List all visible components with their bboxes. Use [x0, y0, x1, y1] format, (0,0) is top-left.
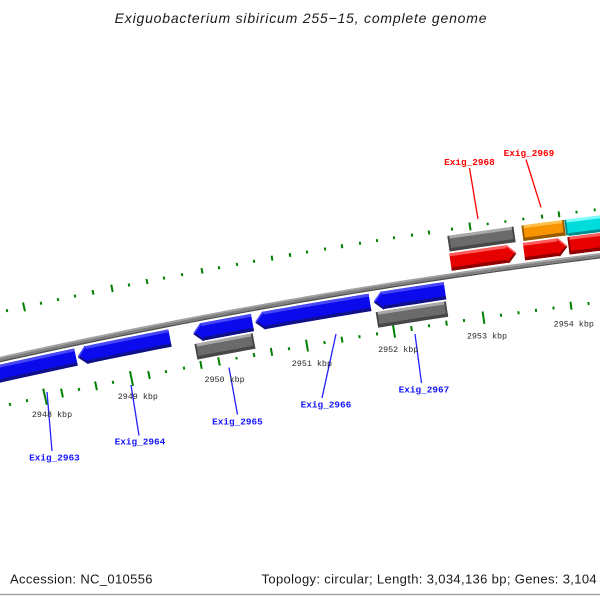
- svg-text:Exig_2966: Exig_2966: [301, 400, 352, 411]
- svg-text:2952 kbp: 2952 kbp: [378, 345, 418, 355]
- svg-text:2953 kbp: 2953 kbp: [467, 332, 507, 342]
- svg-text:Exiguobacterium sibiricum 255−: Exiguobacterium sibiricum 255−15, comple…: [115, 10, 488, 26]
- svg-text:2951 kbp: 2951 kbp: [292, 359, 332, 369]
- svg-text:Topology: circular; Length: 3,: Topology: circular; Length: 3,034,136 bp…: [262, 572, 597, 587]
- svg-text:Exig_2967: Exig_2967: [399, 385, 450, 396]
- svg-text:2950 kbp: 2950 kbp: [204, 375, 244, 385]
- svg-text:2954 kbp: 2954 kbp: [554, 320, 594, 330]
- svg-text:2948 kbp: 2948 kbp: [32, 410, 72, 420]
- svg-text:Exig_2968: Exig_2968: [444, 157, 495, 168]
- svg-text:Exig_2964: Exig_2964: [115, 437, 166, 448]
- svg-text:Exig_2963: Exig_2963: [29, 453, 80, 464]
- svg-text:Exig_2969: Exig_2969: [504, 148, 555, 159]
- svg-text:Exig_2965: Exig_2965: [212, 417, 263, 428]
- svg-text:Accession: NC_010556: Accession: NC_010556: [10, 572, 153, 587]
- svg-text:2949 kbp: 2949 kbp: [118, 392, 158, 402]
